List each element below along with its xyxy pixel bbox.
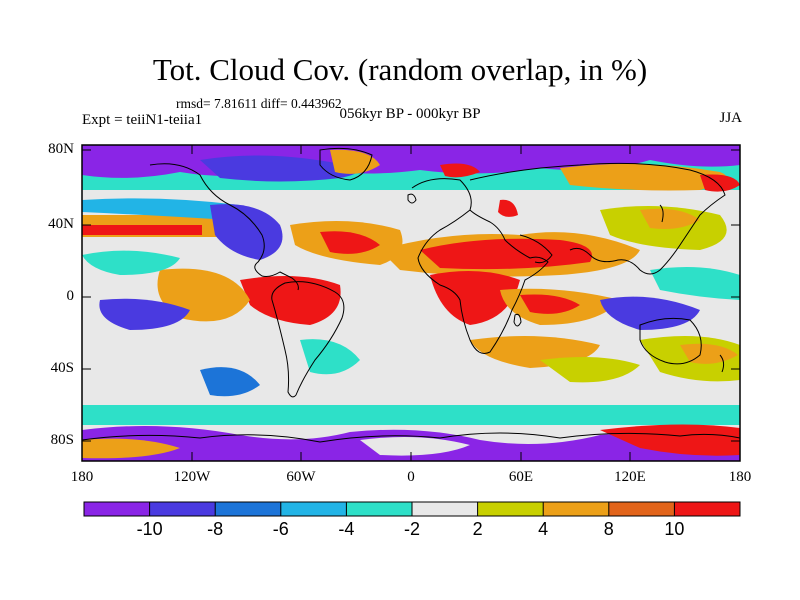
colorbar [83,501,741,517]
british-isles-coast [407,193,417,204]
africa-red-region [430,271,520,325]
siberia-orange-patch [560,163,727,191]
lon-label-0: 0 [407,469,415,485]
antarctic-gray-patch [360,436,470,456]
nh-midlat-red-band [82,225,202,235]
colorbar-bin-3 [280,502,347,516]
lon-label-120w: 120W [173,469,211,485]
colorbar-label: 10 [664,519,685,539]
coastlines [81,147,741,443]
stats-text: rmsd= 7.81611 diff= 0.443962 [176,96,342,111]
lat-label-80n: 80N [48,141,74,157]
colorbar-label: -8 [207,519,224,539]
sahara-red-region [420,238,592,270]
antarctic-red-region [600,424,740,456]
north-america-coast [149,163,299,291]
experiment-label: Expt = teiiN1-teiia1 [82,112,203,128]
nh-midlat-cyan-band [82,198,248,220]
colorbar-label: -10 [136,519,163,539]
pacific-cyan-region [82,250,180,275]
australia-coast [639,317,702,365]
madagascar-coast [513,313,522,327]
colorbar-label: 2 [472,519,483,539]
lat-label-eq: 0 [66,288,75,304]
season-label: JJA [719,110,742,126]
atlantic-red-region [320,231,380,254]
south-america-coast [271,281,345,398]
greenland-coast [319,147,373,181]
new-zealand-coast [719,354,725,373]
maritime-blue-region [600,296,700,330]
siberia-red-patch [700,174,740,192]
antarctic-orange-region [82,438,180,459]
lat-label-80s: 80S [50,432,74,448]
lat-label-40s: 40S [50,360,74,376]
colorbar-label: 8 [603,519,614,539]
arctic-red-patch [440,163,480,178]
asia-coast [469,162,726,275]
southern-ocean-cyan-band [82,405,740,425]
arctic-blue-patch [200,155,358,182]
anomaly-field [82,145,740,461]
colorbar-bin-6 [477,502,544,516]
lat-label-40n: 40N [48,216,74,232]
lon-label-180w: 180 [70,469,94,485]
colorbar-bin-4 [346,502,412,516]
colorbar-frame [83,501,741,517]
colorbar-bin-5 [412,502,478,516]
pacific-blue-region [99,298,190,330]
maritime-cyan-region [650,266,740,300]
lon-label-60e: 60E [508,469,534,485]
south-america-cyan-region [300,339,360,375]
colorbar-label: -4 [338,519,355,539]
lon-label-120e: 120E [614,469,646,485]
period-label: 056kyr BP - 000kyr BP [339,106,481,122]
colorbar-bin-2 [215,502,281,516]
asia-orange-patch [640,208,700,229]
lon-label-180e: 180 [728,469,752,485]
colorbar-label: 4 [538,519,549,539]
colorbar-bin-7 [543,502,609,516]
southern-ocean-blue-region [200,367,260,397]
mediterranean-red-patch [498,199,518,217]
colorbar-label: -6 [272,519,289,539]
antarctica-coast [81,432,741,443]
lon-label-60w: 60W [286,469,316,485]
colorbar-bin-1 [149,502,216,516]
south-atlantic-yellow-region [540,356,640,383]
europe-africa-coast [411,178,549,354]
arabia-coast [519,234,553,264]
colorbar-bin-9 [674,502,740,516]
tropical-red-region [240,276,341,325]
indian-ocean-red-patch [520,294,580,314]
colorbar-label: -2 [403,519,420,539]
colorbar-bin-8 [608,502,675,516]
map-title: Tot. Cloud Cov. (random overlap, in %) [152,52,648,87]
axis-ticks [81,145,741,461]
colorbar-bin-0 [84,502,150,516]
japan-coast [659,204,664,223]
